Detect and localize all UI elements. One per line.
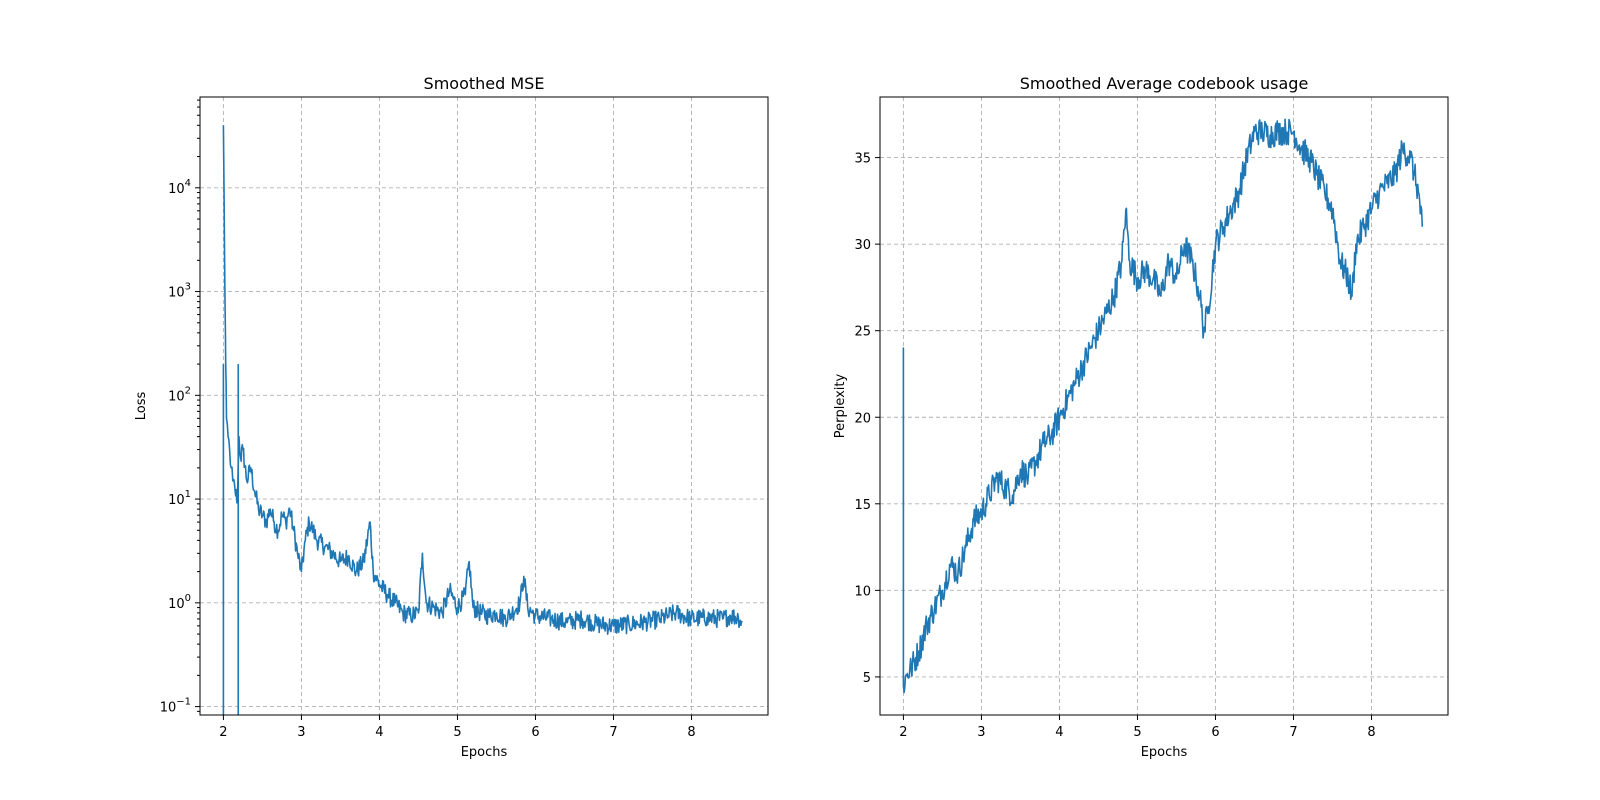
x-tick-label: 3 xyxy=(977,725,985,740)
y-tick-label: 104 xyxy=(168,178,191,197)
series-line xyxy=(222,125,743,635)
y-tick-label: 103 xyxy=(168,282,191,301)
axes-frame xyxy=(879,96,1449,716)
x-tick-label: 8 xyxy=(1367,725,1375,740)
series-line xyxy=(902,118,1424,694)
x-tick-label: 3 xyxy=(297,725,305,740)
y-tick-exponent: 3 xyxy=(185,282,191,293)
y-tick-label: 25 xyxy=(854,325,871,340)
chart-title: Smoothed MSE xyxy=(424,74,545,93)
y-tick-label: 100 xyxy=(168,593,191,612)
y-tick-exponent: 0 xyxy=(185,593,191,604)
y-tick-base: 10 xyxy=(160,701,177,716)
y-tick-base: 10 xyxy=(168,493,185,508)
y-axis-label: Loss xyxy=(134,392,149,421)
x-tick-label: 6 xyxy=(1211,725,1219,740)
x-tick-label: 5 xyxy=(453,725,461,740)
axes-frame xyxy=(199,96,769,716)
x-tick-label: 8 xyxy=(687,725,695,740)
y-tick-base: 10 xyxy=(168,182,185,197)
x-tick-label: 5 xyxy=(1133,725,1141,740)
y-tick-label: 101 xyxy=(168,489,191,508)
y-tick-label: 35 xyxy=(854,152,871,167)
y-axis-label: Perplexity xyxy=(833,373,848,438)
y-tick-exponent: 2 xyxy=(185,385,191,396)
y-tick-exponent: 4 xyxy=(185,178,191,189)
x-tick-label: 4 xyxy=(1055,725,1063,740)
x-axis-label: Epochs xyxy=(461,745,508,760)
x-tick-label: 2 xyxy=(899,725,907,740)
y-tick-base: 10 xyxy=(168,597,185,612)
y-tick-label: 15 xyxy=(854,498,871,513)
x-tick-label: 2 xyxy=(219,725,227,740)
y-tick-base: 10 xyxy=(168,389,185,404)
x-tick-label: 6 xyxy=(531,725,539,740)
y-tick-exponent: 1 xyxy=(185,489,191,500)
chart-panel-2: 2 3 4 5 6 7 8 5 10 15 20 25 30 35 Smoothed Average cod… xyxy=(833,74,1449,760)
x-tick-label: 7 xyxy=(609,725,617,740)
y-tick-base: 10 xyxy=(168,286,185,301)
y-tick-label: 20 xyxy=(854,411,871,426)
y-tick-label: 102 xyxy=(168,385,191,404)
chart-title: Smoothed Average codebook usage xyxy=(1020,74,1309,93)
y-tick-label: 5 xyxy=(863,671,871,686)
y-tick-label: 30 xyxy=(854,238,871,253)
y-tick-exponent: −1 xyxy=(176,697,191,708)
x-tick-label: 7 xyxy=(1289,725,1297,740)
x-tick-label: 4 xyxy=(375,725,383,740)
x-axis-label: Epochs xyxy=(1141,745,1188,760)
y-tick-label: 10−1 xyxy=(160,697,191,716)
y-tick-label: 10 xyxy=(854,584,871,599)
